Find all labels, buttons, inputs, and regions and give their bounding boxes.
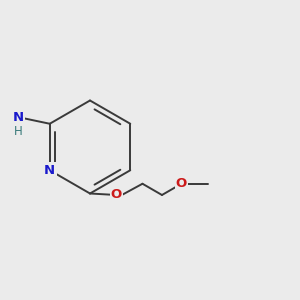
Text: N: N (13, 111, 24, 124)
Text: O: O (176, 177, 187, 190)
Text: H: H (14, 125, 22, 138)
Text: N: N (44, 164, 55, 177)
Text: O: O (111, 188, 122, 202)
